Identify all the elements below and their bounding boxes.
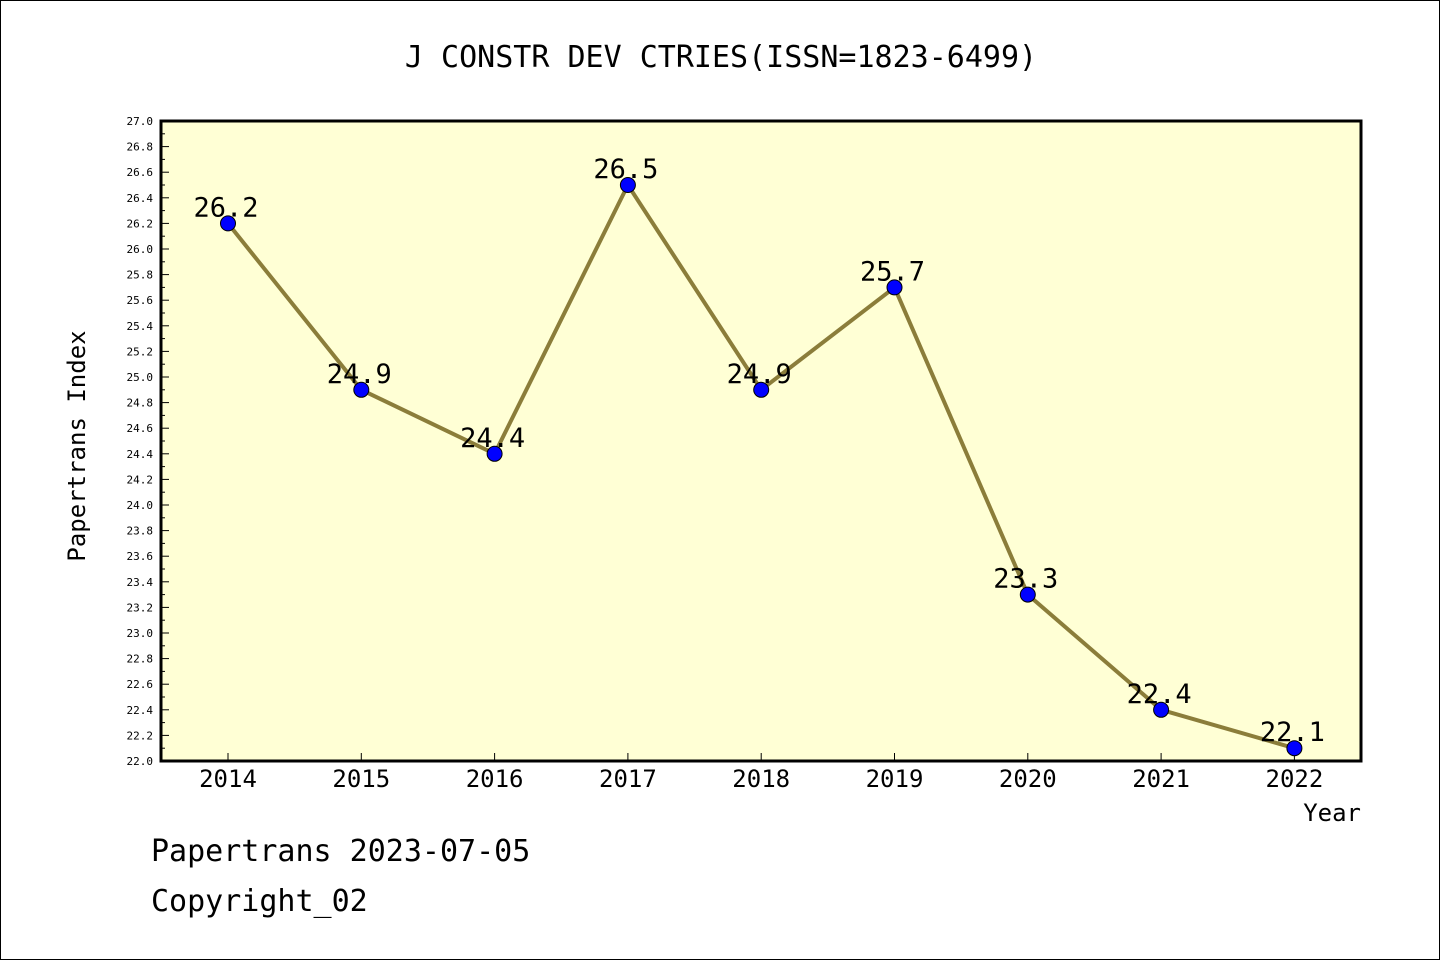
x-tick-label: 2020 (999, 765, 1057, 793)
y-tick-label: 23.6 (127, 550, 154, 563)
y-tick-label: 25.6 (127, 294, 154, 307)
data-point (1153, 701, 1170, 718)
y-tick-label: 24.0 (127, 499, 154, 512)
data-label: 26.2 (193, 192, 258, 223)
plot-area (161, 121, 1361, 761)
data-label: 24.9 (727, 359, 792, 390)
data-point (353, 381, 370, 398)
y-tick-label: 23.8 (127, 525, 154, 538)
y-tick-label: 23.4 (127, 576, 154, 589)
y-tick-label: 24.4 (127, 448, 154, 461)
y-tick-label: 24.6 (127, 422, 154, 435)
y-tick-label: 26.4 (127, 192, 154, 205)
y-tick-label: 26.6 (127, 166, 154, 179)
data-label: 24.4 (460, 423, 525, 454)
y-tick-label: 22.0 (127, 755, 154, 768)
data-label: 24.9 (327, 359, 392, 390)
y-tick-label: 25.4 (127, 320, 154, 333)
x-tick-label: 2018 (732, 765, 790, 793)
x-tick-label: 2021 (1132, 765, 1190, 793)
x-tick-label: 2015 (332, 765, 390, 793)
data-label: 22.1 (1260, 717, 1325, 748)
data-point (619, 177, 636, 193)
y-tick-label: 23.0 (127, 627, 154, 640)
footer-copyright: Copyright_02 (151, 884, 368, 919)
x-axis-label: Year (1303, 799, 1361, 827)
y-tick-label: 26.0 (127, 243, 154, 256)
data-point (753, 381, 770, 398)
y-tick-label: 25.8 (127, 269, 154, 282)
y-tick-label: 24.8 (127, 397, 154, 410)
x-tick-label: 2022 (1266, 765, 1324, 793)
data-point (486, 445, 503, 462)
chart-title: J CONSTR DEV CTRIES(ISSN=1823-6499) (405, 40, 1037, 75)
x-tick-label: 2019 (866, 765, 924, 793)
x-tick-label: 2014 (199, 765, 257, 793)
data-point (1019, 586, 1036, 603)
y-tick-label: 22.4 (127, 704, 154, 717)
data-label: 22.4 (1127, 679, 1192, 710)
data-label: 26.5 (593, 154, 658, 185)
y-tick-label: 22.2 (127, 729, 154, 742)
x-tick-label: 2016 (466, 765, 524, 793)
data-label: 23.3 (993, 564, 1058, 595)
data-point (1286, 740, 1303, 757)
data-point (886, 279, 903, 296)
y-tick-label: 22.8 (127, 653, 154, 666)
data-label: 25.7 (860, 256, 925, 287)
x-tick-label: 2017 (599, 765, 657, 793)
y-tick-label: 26.2 (127, 217, 154, 230)
plot-frame (159, 119, 1363, 763)
data-point (220, 215, 236, 232)
y-tick-label: 23.2 (127, 601, 154, 614)
y-tick-label: 25.0 (127, 371, 154, 384)
y-tick-label: 24.2 (127, 473, 154, 486)
y-tick-label: 22.6 (127, 678, 154, 691)
y-axis-label: Papertrans Index (63, 330, 91, 561)
y-tick-label: 25.2 (127, 345, 154, 358)
y-tick-label: 27.0 (127, 115, 154, 128)
footer-date: Papertrans 2023-07-05 (151, 834, 531, 869)
y-tick-label: 26.8 (127, 141, 154, 154)
